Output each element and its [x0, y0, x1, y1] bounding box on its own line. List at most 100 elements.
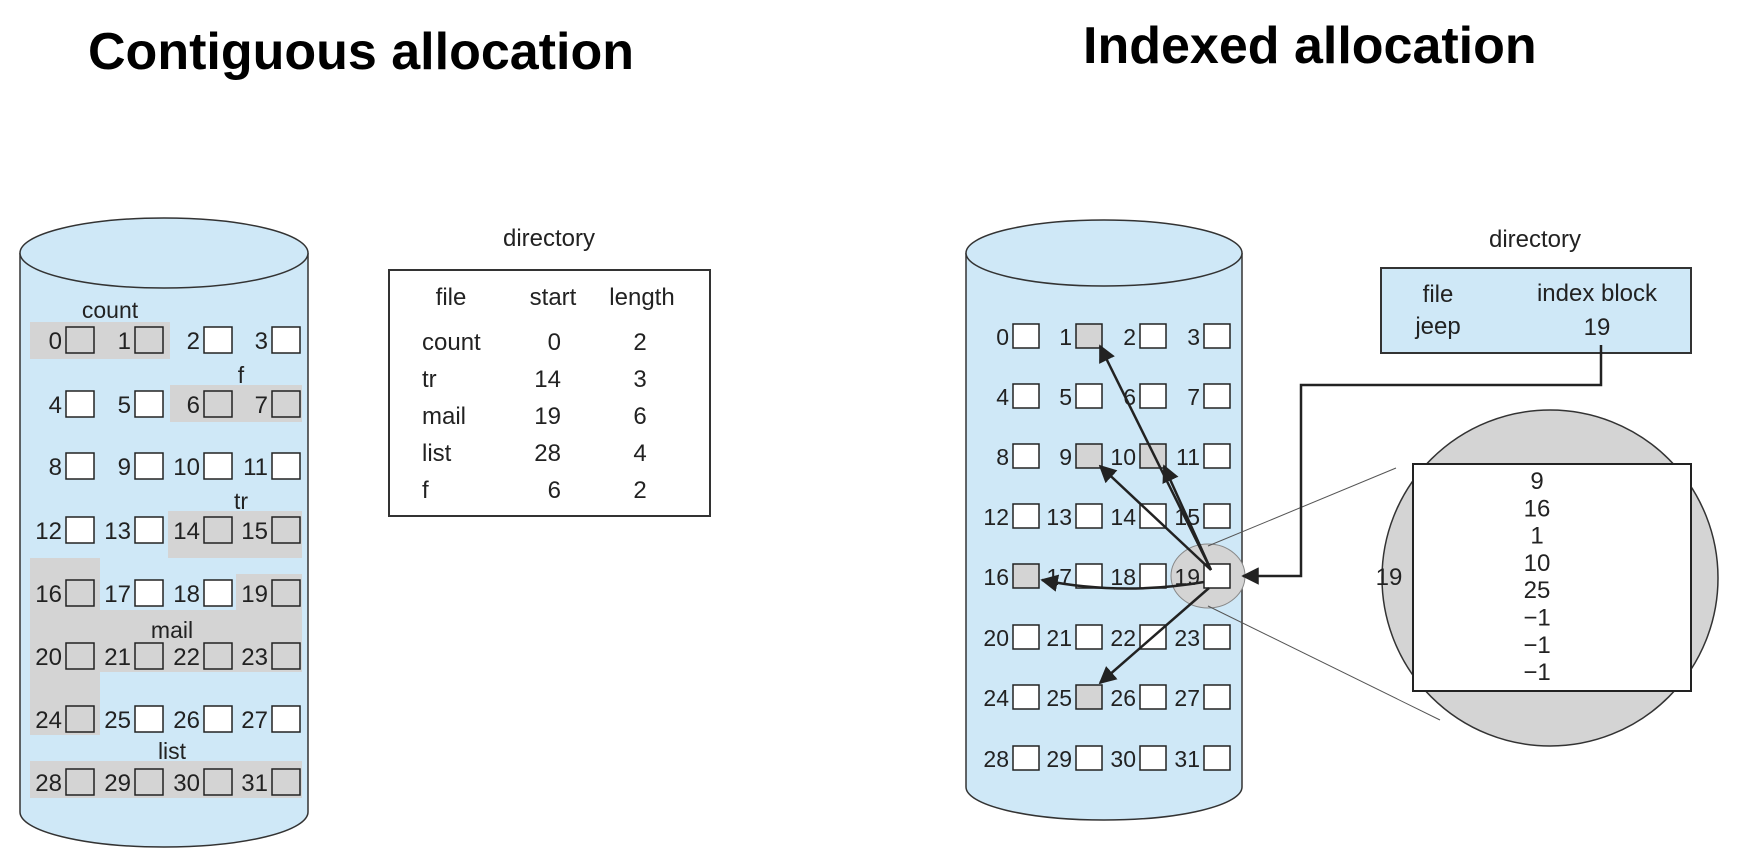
index-entry: −1: [1523, 659, 1550, 686]
index-entry: 10: [1524, 550, 1551, 577]
index-entry: −1: [1523, 605, 1550, 632]
row-start: 28: [534, 440, 561, 467]
block-number: 4: [49, 392, 62, 419]
free-block: [134, 705, 164, 733]
allocated-block: [65, 768, 95, 796]
block-number: 23: [241, 644, 268, 671]
block-number: 9: [118, 454, 131, 481]
block-number: 0: [49, 328, 62, 355]
file-label-count: count: [82, 297, 139, 323]
free-block: [1075, 503, 1103, 529]
block-number: 19: [241, 581, 268, 608]
header-file: file: [436, 284, 467, 311]
free-block: [1139, 383, 1167, 409]
contiguous-title: Contiguous allocation: [88, 23, 634, 81]
pointer-arrow: [1162, 464, 1213, 571]
header-index-block: index block: [1537, 280, 1658, 307]
contiguous-directory-title: directory: [503, 225, 595, 252]
free-block: [1203, 503, 1231, 529]
indexed-directory-title: directory: [1489, 226, 1581, 253]
block-number: 2: [187, 328, 200, 355]
block-number: 12: [983, 504, 1009, 530]
block-number: 22: [173, 644, 200, 671]
index-entry: 9: [1530, 468, 1543, 495]
contiguous-directory: directory file start length count 0 2 tr…: [388, 225, 711, 517]
block-number: 10: [1110, 444, 1136, 470]
row-length: 6: [633, 403, 646, 430]
block-number: 11: [243, 454, 268, 481]
block-number: 17: [104, 581, 131, 608]
block-number: 7: [255, 392, 268, 419]
free-block: [134, 452, 164, 480]
block-number: 24: [983, 685, 1009, 711]
allocated-block: [271, 642, 301, 670]
allocated-block: [271, 516, 301, 544]
free-block: [65, 516, 95, 544]
index-block: [1203, 563, 1231, 589]
block-number: 31: [1174, 746, 1200, 772]
pointer-arrow: [1098, 587, 1210, 685]
block-number: 26: [173, 707, 200, 734]
row-start: 6: [548, 477, 561, 504]
contiguous-file-labels: count f tr mail list: [82, 297, 248, 764]
free-block: [1203, 323, 1231, 349]
block-number: 27: [1174, 685, 1200, 711]
block-number: 15: [241, 518, 268, 545]
block-number: 8: [996, 444, 1009, 470]
free-block: [1139, 323, 1167, 349]
block-number: 5: [118, 392, 131, 419]
allocated-block: [1075, 323, 1103, 349]
block-number: 5: [1059, 384, 1072, 410]
free-block: [1012, 684, 1040, 710]
block-number: 3: [255, 328, 268, 355]
allocated-block: [134, 642, 164, 670]
block-number: 13: [1046, 504, 1072, 530]
free-block: [203, 452, 233, 480]
block-number: 31: [241, 770, 268, 797]
row-length: 4: [633, 440, 646, 467]
free-block: [1012, 503, 1040, 529]
free-block: [65, 390, 95, 418]
file-label-f: f: [238, 362, 245, 388]
pointer-arrow: [1040, 574, 1205, 592]
free-block: [1012, 745, 1040, 771]
block-number: 23: [1174, 625, 1200, 651]
header-length: length: [609, 284, 674, 311]
row-length: 2: [633, 329, 646, 356]
block-number: 11: [1176, 444, 1200, 470]
contiguous-directory-table: [388, 269, 711, 517]
allocated-block: [134, 326, 164, 354]
allocated-block: [203, 768, 233, 796]
block-number: 29: [1046, 746, 1072, 772]
pointer-arrow: [1098, 344, 1213, 571]
free-block: [134, 579, 164, 607]
block-number: 25: [1046, 685, 1072, 711]
block-number: 14: [173, 518, 200, 545]
row-file: count: [422, 329, 481, 356]
indexed-directory-table: [1380, 267, 1692, 354]
allocated-block: [203, 390, 233, 418]
block-number: 9: [1059, 444, 1072, 470]
free-block: [1139, 745, 1167, 771]
allocated-block: [203, 642, 233, 670]
row-file: tr: [422, 366, 437, 393]
block-number: 17: [1046, 564, 1072, 590]
free-block: [203, 705, 233, 733]
row-index-block: 19: [1584, 314, 1611, 341]
block-number: 0: [996, 324, 1009, 350]
row-start: 19: [534, 403, 561, 430]
block-number: 30: [1110, 746, 1136, 772]
allocated-block: [271, 390, 301, 418]
block-number: 24: [35, 707, 62, 734]
allocated-block: [65, 705, 95, 733]
file-label-tr: tr: [234, 488, 248, 514]
allocated-block: [65, 579, 95, 607]
block-number: 6: [187, 392, 200, 419]
free-block: [1075, 563, 1103, 589]
free-block: [1075, 383, 1103, 409]
